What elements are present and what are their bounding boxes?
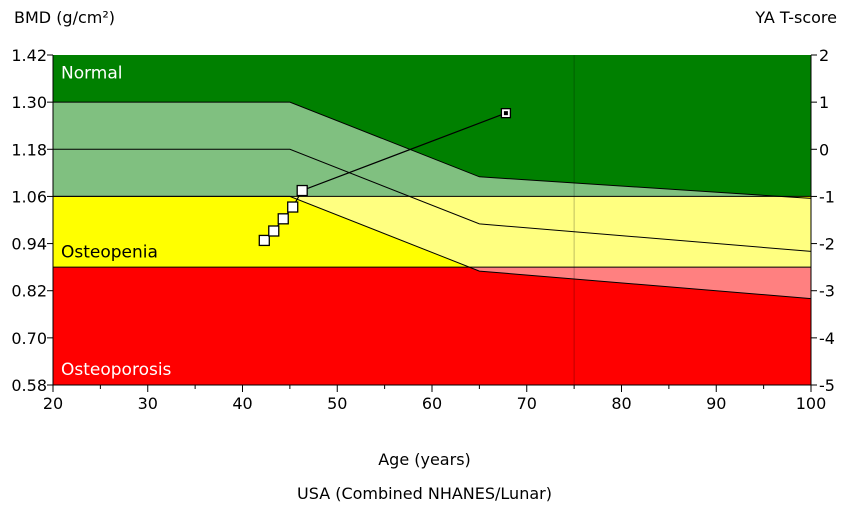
y-tick-label-right: 1 [819,93,829,112]
reference-curve-middle [53,148,812,252]
region-label-osteopenia: Osteopenia [61,242,158,262]
x-tick-label: 90 [706,394,726,413]
reference-band-osteoporosis [469,267,811,299]
region-label-osteoporosis: Osteoporosis [61,360,172,380]
x-tick-label: 70 [517,394,537,413]
y-tick-label-left: 1.42 [11,46,47,65]
patient-data-point [296,184,308,197]
y-axis-label-right: YA T-score [755,8,837,27]
patient-data-point [258,234,270,247]
x-axis-label: Age (years) [378,450,471,469]
x-tick-label: 40 [232,394,252,413]
reference-curve-upper [53,101,812,199]
region-label-normal: Normal [61,64,123,84]
x-tick-label: 30 [138,394,158,413]
reference-database-note: USA (Combined NHANES/Lunar) [297,484,552,503]
x-tick-label: 50 [327,394,347,413]
y-tick-label-left: 1.06 [11,187,47,206]
y-tick-label-right: -1 [819,187,835,206]
x-tick-label: 60 [422,394,442,413]
y-tick-label-left: 0.94 [11,235,47,254]
x-tick-label: 100 [796,394,827,413]
patient-data-point-center [503,111,508,116]
reference-band-osteopenia [289,196,811,268]
y-tick-label-right: 2 [819,46,829,65]
patient-data-point [287,201,299,213]
reference-band-normal [53,102,781,197]
y-tick-label-right: 0 [819,140,829,159]
x-tick-label: 80 [611,394,631,413]
y-tick-label-right: -4 [819,329,835,348]
patient-data-point [277,213,289,225]
patient-data-point [268,225,280,237]
y-tick-label-left: 0.82 [11,282,47,301]
y-tick-label-right: -5 [819,376,835,395]
reference-curve-lower [53,195,812,300]
y-tick-label-right: -3 [819,282,835,301]
y-axis-label-left: BMD (g/cm²) [14,8,116,27]
y-tick-label-right: -2 [819,235,835,254]
y-tick-label-left: 1.18 [11,140,47,159]
x-tick-label: 20 [43,394,63,413]
y-tick-label-left: 0.58 [11,376,47,395]
y-tick-label-left: 0.70 [11,329,47,348]
y-tick-label-left: 1.30 [11,93,47,112]
